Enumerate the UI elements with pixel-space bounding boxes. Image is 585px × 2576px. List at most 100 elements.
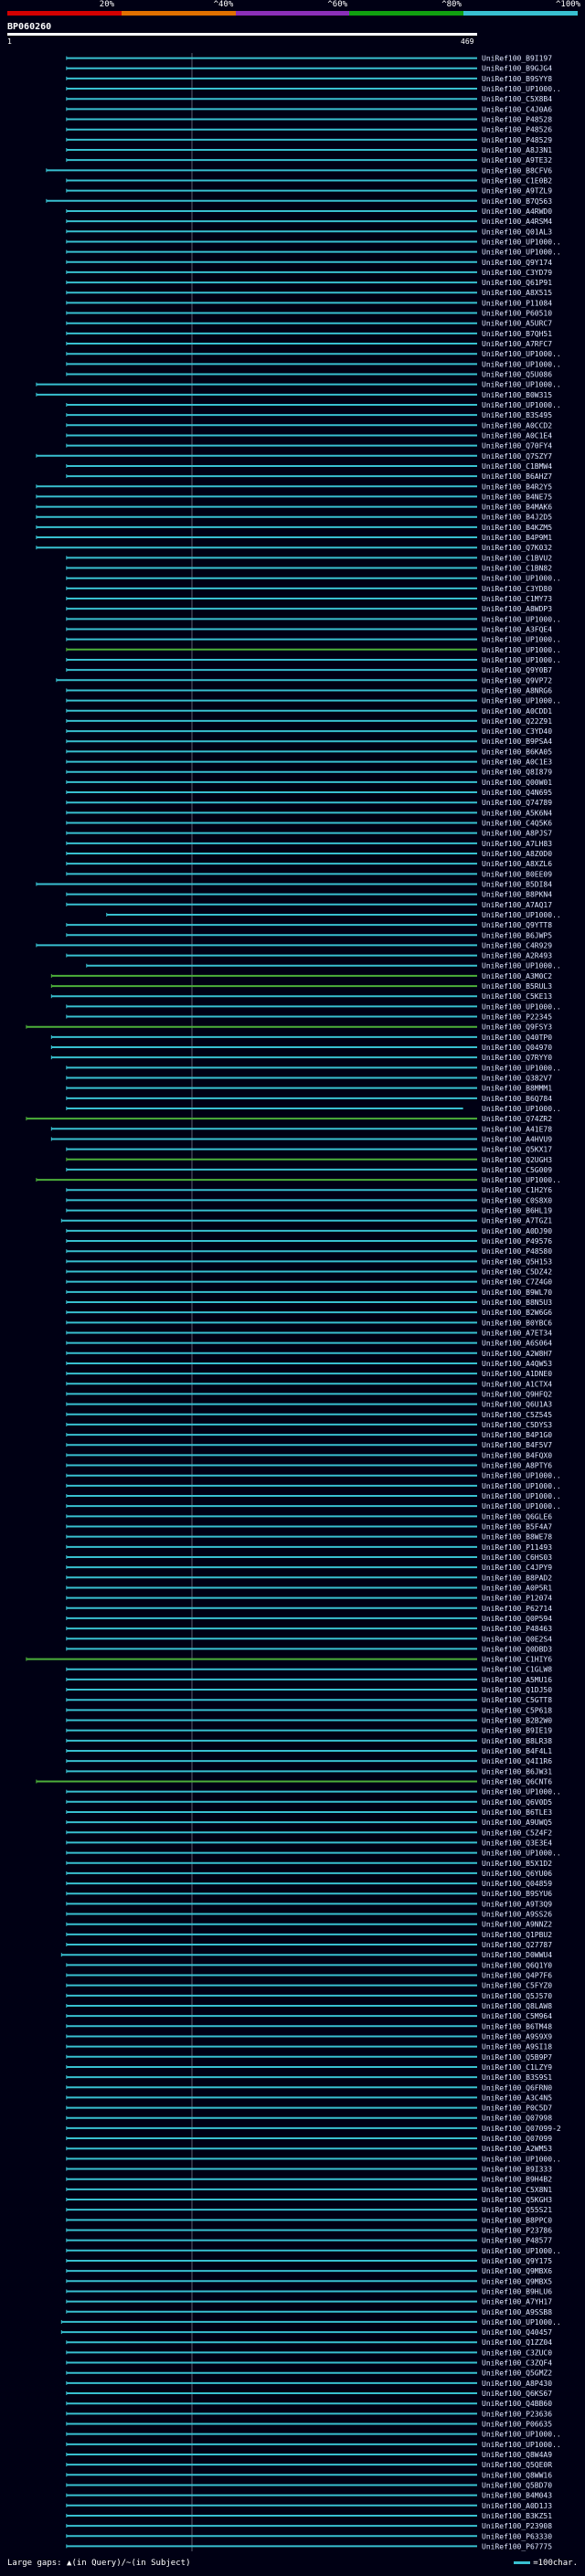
hit-label[interactable]: UniRef100_B9WL70 [482,1288,552,1297]
hit-label[interactable]: UniRef100_C5X8N1 [482,2186,552,2194]
hit-label[interactable]: UniRef100_A3FQE4 [482,625,552,633]
hit-label[interactable]: UniRef100_A4RSM4 [482,217,552,226]
hit-row[interactable]: UniRef100_UP1000.. [66,1105,561,1113]
hit-label[interactable]: UniRef100_Q5KGH3 [482,2196,552,2204]
hit-row[interactable]: UniRef100_Q8WW16 [66,2471,552,2479]
hit-row[interactable]: UniRef100_P12074 [66,1595,552,1603]
hit-label[interactable]: UniRef100_B8PPC0 [482,2216,552,2224]
hit-row[interactable]: UniRef100_UP1000.. [36,1176,561,1184]
hit-label[interactable]: UniRef100_P48580 [482,1247,552,1256]
hit-row[interactable]: UniRef100_Q61P91 [66,279,552,287]
hit-label[interactable]: UniRef100_A2R493 [482,952,552,960]
hit-label[interactable]: UniRef100_Q1ZZ04 [482,2338,552,2347]
hit-label[interactable]: UniRef100_B8CFV6 [482,166,552,175]
hit-label[interactable]: UniRef100_Q4BB60 [482,2400,552,2408]
hit-row[interactable]: UniRef100_Q27787 [66,1941,552,1949]
hit-label[interactable]: UniRef100_UP1000.. [482,2247,561,2255]
hit-label[interactable]: UniRef100_UP1000.. [482,1502,561,1511]
hit-row[interactable]: UniRef100_A8PJS7 [66,830,552,838]
hit-row[interactable]: UniRef100_Q7RYY0 [50,1054,552,1062]
hit-label[interactable]: UniRef100_B9IE19 [482,1727,552,1735]
hit-row[interactable]: UniRef100_B4FQX0 [66,1451,552,1459]
hit-row[interactable]: UniRef100_A0CCD2 [66,421,552,429]
hit-row[interactable]: UniRef100_P48580 [66,1247,552,1256]
hit-row[interactable]: UniRef100_B9GJG4 [66,65,552,73]
hit-row[interactable]: UniRef100_A9SSB8 [66,2308,552,2316]
hit-row[interactable]: UniRef100_Q0E2S4 [66,1635,552,1643]
hit-row[interactable]: UniRef100_B9WL70 [66,1288,552,1297]
hit-label[interactable]: UniRef100_P48529 [482,136,552,144]
hit-row[interactable]: UniRef100_B7Q563 [46,197,552,206]
hit-row[interactable]: UniRef100_A41E78 [50,1125,552,1133]
hit-row[interactable]: UniRef100_A9SI18 [66,2043,552,2051]
hit-label[interactable]: UniRef100_A7RFC7 [482,340,552,348]
hit-row[interactable]: UniRef100_UP1000.. [66,401,561,409]
hit-label[interactable]: UniRef100_C5DZ42 [482,1268,552,1277]
hit-label[interactable]: UniRef100_UP1000.. [482,615,561,623]
hit-label[interactable]: UniRef100_Q8LAW8 [482,2002,552,2010]
hit-label[interactable]: UniRef100_B6KA05 [482,747,552,756]
hit-label[interactable]: UniRef100_Q01AL3 [482,228,552,236]
hit-label[interactable]: UniRef100_Q04859 [482,1880,552,1888]
hit-label[interactable]: UniRef100_C3YD80 [482,585,552,593]
hit-row[interactable]: UniRef100_UP1000.. [66,238,561,246]
hit-row[interactable]: UniRef100_UP1000.. [66,85,561,93]
hit-label[interactable]: UniRef100_Q00W01 [482,779,552,787]
hit-label[interactable]: UniRef100_A7TGZ1 [482,1217,552,1225]
hit-row[interactable]: UniRef100_Q6KS67 [66,2390,552,2398]
hit-row[interactable]: UniRef100_B4R2Y5 [36,482,552,491]
hit-row[interactable]: UniRef100_Q9FSY3 [26,1023,552,1032]
hit-row[interactable]: UniRef100_B8WE78 [66,1533,552,1542]
hit-row[interactable]: UniRef100_Q5H153 [66,1257,552,1266]
hit-row[interactable]: UniRef100_A9TE32 [66,156,552,164]
hit-label[interactable]: UniRef100_Q4I1R6 [482,1757,552,1765]
hit-label[interactable]: UniRef100_P12074 [482,1595,552,1603]
hit-row[interactable]: UniRef100_P49576 [66,1237,552,1246]
hit-label[interactable]: UniRef100_P06635 [482,2421,552,2429]
hit-label[interactable]: UniRef100_A8Z0D0 [482,850,552,858]
hit-row[interactable]: UniRef100_Q4I1R6 [66,1757,552,1765]
hit-label[interactable]: UniRef100_A0CDD1 [482,707,552,716]
hit-row[interactable]: UniRef100_C1BN82 [66,565,552,573]
hit-label[interactable]: UniRef100_UP1000.. [482,962,561,970]
hit-label[interactable]: UniRef100_UP1000.. [482,360,561,368]
hit-label[interactable]: UniRef100_A9S9X9 [482,2032,552,2041]
hit-row[interactable]: UniRef100_C1HIY6 [26,1656,552,1664]
hit-label[interactable]: UniRef100_C1BMW4 [482,462,552,471]
hit-label[interactable]: UniRef100_B9I197 [482,55,552,63]
hit-row[interactable]: UniRef100_C5X8B4 [66,95,552,103]
hit-label[interactable]: UniRef100_A2W8H7 [482,1350,552,1358]
hit-row[interactable]: UniRef100_A4RSM4 [66,217,552,226]
hit-row[interactable]: UniRef100_Q6Q1Y0 [66,1961,552,1969]
hit-label[interactable]: UniRef100_A9SSB8 [482,2308,552,2316]
hit-row[interactable]: UniRef100_A9NNZ2 [66,1921,552,1929]
hit-row[interactable]: UniRef100_P22345 [66,1013,552,1022]
hit-row[interactable]: UniRef100_Q4N695 [66,789,552,797]
hit-label[interactable]: UniRef100_B6HL19 [482,1207,552,1215]
hit-row[interactable]: UniRef100_Q9HFQ2 [66,1390,552,1398]
hit-label[interactable]: UniRef100_B5DI84 [482,880,552,888]
hit-row[interactable]: UniRef100_Q2UGH3 [66,1156,552,1164]
hit-row[interactable]: UniRef100_B2B2W0 [66,1717,552,1725]
hit-label[interactable]: UniRef100_Q2UGH3 [482,1156,552,1164]
hit-label[interactable]: UniRef100_Q9Y174 [482,259,552,267]
hit-row[interactable]: UniRef100_B9I197 [66,55,552,63]
hit-label[interactable]: UniRef100_B4M043 [482,2492,552,2500]
hit-row[interactable]: UniRef100_Q6V0D5 [66,1798,552,1807]
hit-row[interactable]: UniRef100_Q01AL3 [66,228,552,236]
hit-row[interactable]: UniRef100_Q7SZY7 [36,452,552,461]
hit-row[interactable]: UniRef100_A1CTX4 [66,1380,552,1388]
hit-label[interactable]: UniRef100_B6JWP5 [482,931,552,939]
hit-row[interactable]: UniRef100_B8LR38 [66,1737,552,1745]
hit-label[interactable]: UniRef100_Q3E3E4 [482,1839,552,1847]
hit-row[interactable]: UniRef100_Q8W4A9 [66,2451,552,2459]
hit-label[interactable]: UniRef100_B6AHZ7 [482,472,552,481]
hit-label[interactable]: UniRef100_B4P9M1 [482,534,552,542]
hit-row[interactable]: UniRef100_B6JWP5 [66,931,552,939]
hit-row[interactable]: UniRef100_UP1000.. [60,2318,561,2327]
hit-row[interactable]: UniRef100_Q1DJ50 [66,1686,552,1694]
hit-row[interactable]: UniRef100_C1BVU2 [66,554,552,562]
hit-label[interactable]: UniRef100_B6TLE3 [482,1808,552,1817]
hit-row[interactable]: UniRef100_Q9MBX5 [66,2277,552,2285]
hit-label[interactable]: UniRef100_B3S495 [482,411,552,419]
